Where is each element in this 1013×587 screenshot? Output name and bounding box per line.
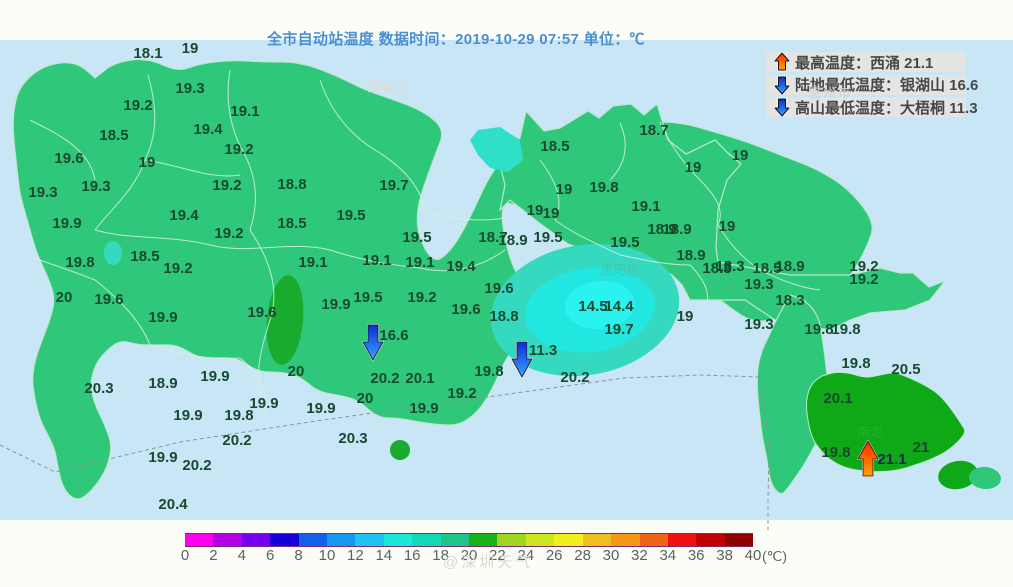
svg-text:19.6: 19.6: [247, 304, 276, 321]
svg-text:19.3: 19.3: [28, 184, 57, 201]
svg-text:19: 19: [139, 154, 156, 171]
svg-text:19.3: 19.3: [744, 316, 773, 333]
svg-text:14.4: 14.4: [604, 298, 634, 315]
svg-text:20: 20: [56, 289, 73, 306]
svg-text:19.2: 19.2: [849, 271, 878, 288]
svg-text:19.2: 19.2: [407, 289, 436, 306]
svg-text:11.3: 11.3: [529, 342, 557, 359]
svg-text:20.3: 20.3: [338, 430, 367, 447]
svg-text:19.1: 19.1: [405, 254, 434, 271]
svg-text:19.9: 19.9: [148, 449, 177, 466]
svg-text:19: 19: [685, 159, 702, 176]
svg-text:20.2: 20.2: [560, 369, 589, 386]
svg-text:18.5: 18.5: [277, 215, 306, 232]
svg-text:20.1: 20.1: [405, 370, 434, 387]
svg-text:21: 21: [913, 439, 930, 456]
svg-text:19.6: 19.6: [451, 301, 480, 318]
svg-text:18.9: 18.9: [647, 221, 676, 238]
svg-text:18.5: 18.5: [130, 248, 159, 265]
svg-text:19.8: 19.8: [831, 321, 860, 338]
svg-text:19.3: 19.3: [81, 178, 110, 195]
svg-text:19: 19: [527, 202, 544, 219]
svg-text:19.2: 19.2: [214, 225, 243, 242]
svg-text:19: 19: [732, 147, 749, 164]
svg-text:19.5: 19.5: [353, 289, 382, 306]
svg-text:18.3: 18.3: [715, 258, 744, 275]
svg-text:19.5: 19.5: [533, 229, 562, 246]
svg-text:19.1: 19.1: [631, 198, 660, 215]
svg-text:19.6: 19.6: [484, 280, 513, 297]
svg-text:19.6: 19.6: [54, 150, 83, 167]
svg-text:20.1: 20.1: [823, 390, 852, 407]
svg-text:19.2: 19.2: [447, 385, 476, 402]
svg-text:19.9: 19.9: [306, 400, 335, 417]
svg-text:19.7: 19.7: [604, 321, 633, 338]
svg-text:19.8: 19.8: [821, 444, 850, 461]
svg-text:19: 19: [543, 205, 560, 222]
svg-text:14.5: 14.5: [578, 298, 607, 315]
svg-text:20.2: 20.2: [222, 432, 251, 449]
svg-text:19.9: 19.9: [321, 296, 350, 313]
svg-text:19.3: 19.3: [175, 80, 204, 97]
svg-text:19.1: 19.1: [298, 254, 327, 271]
svg-text:18.9: 18.9: [148, 375, 177, 392]
svg-text:20: 20: [357, 390, 374, 407]
svg-text:19.3: 19.3: [744, 276, 773, 293]
svg-text:19.6: 19.6: [94, 291, 123, 308]
svg-text:19.7: 19.7: [379, 177, 408, 194]
svg-text:19.1: 19.1: [362, 252, 391, 269]
svg-text:19.8: 19.8: [804, 321, 833, 338]
svg-text:19.8: 19.8: [589, 179, 618, 196]
svg-text:18.9: 18.9: [676, 247, 705, 264]
svg-text:18.7: 18.7: [478, 229, 507, 246]
svg-text:19.5: 19.5: [610, 234, 639, 251]
svg-text:19: 19: [677, 308, 694, 325]
svg-text:18.5: 18.5: [540, 138, 569, 155]
svg-text:18.9: 18.9: [775, 258, 804, 275]
svg-text:19.4: 19.4: [169, 207, 199, 224]
svg-text:19.1: 19.1: [230, 103, 259, 120]
svg-text:18.8: 18.8: [277, 176, 306, 193]
svg-text:18.8: 18.8: [489, 308, 518, 325]
svg-text:20.2: 20.2: [182, 457, 211, 474]
svg-text:18.5: 18.5: [99, 127, 128, 144]
svg-text:19.9: 19.9: [249, 395, 278, 412]
svg-text:18.1: 18.1: [133, 45, 162, 62]
svg-text:19.9: 19.9: [409, 400, 438, 417]
svg-text:19.8: 19.8: [841, 355, 870, 372]
svg-text:19: 19: [719, 218, 736, 235]
svg-text:18.7: 18.7: [639, 122, 668, 139]
svg-text:20.3: 20.3: [84, 380, 113, 397]
svg-text:19.8: 19.8: [65, 254, 94, 271]
svg-text:19.4: 19.4: [193, 121, 223, 138]
svg-text:19.2: 19.2: [224, 141, 253, 158]
svg-text:19.2: 19.2: [123, 97, 152, 114]
svg-text:19.4: 19.4: [446, 258, 476, 275]
svg-text:19: 19: [182, 40, 199, 57]
svg-text:20: 20: [288, 363, 305, 380]
svg-text:19.9: 19.9: [52, 215, 81, 232]
svg-text:19: 19: [556, 181, 573, 198]
svg-text:南澎: 南澎: [857, 425, 883, 440]
svg-text:19.5: 19.5: [402, 229, 431, 246]
svg-text:19.9: 19.9: [173, 407, 202, 424]
svg-text:19.8: 19.8: [474, 363, 503, 380]
svg-text:20.2: 20.2: [370, 370, 399, 387]
svg-text:19.2: 19.2: [212, 177, 241, 194]
svg-text:16.6: 16.6: [379, 327, 408, 344]
svg-text:19.5: 19.5: [336, 207, 365, 224]
svg-text:19.9: 19.9: [200, 368, 229, 385]
svg-text:18.3: 18.3: [775, 292, 804, 309]
svg-text:21.1: 21.1: [877, 451, 906, 468]
svg-text:20.5: 20.5: [891, 361, 920, 378]
svg-text:20.4: 20.4: [158, 496, 188, 513]
svg-text:东莞市: 东莞市: [367, 79, 409, 95]
svg-text:19.2: 19.2: [163, 260, 192, 277]
svg-text:惠阳区: 惠阳区: [600, 263, 639, 278]
svg-text:19.9: 19.9: [148, 309, 177, 326]
